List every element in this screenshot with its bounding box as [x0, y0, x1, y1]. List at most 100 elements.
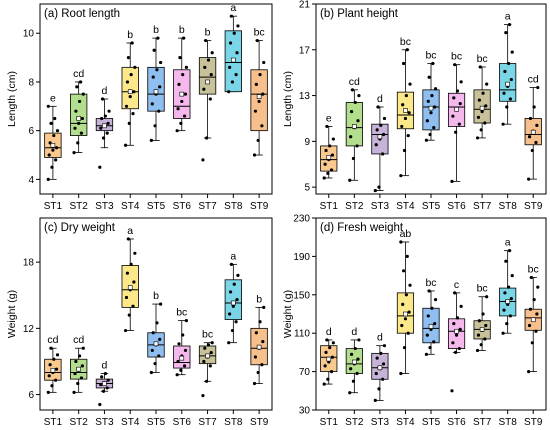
data-point: [253, 355, 258, 359]
data-point: [535, 312, 539, 316]
box-ST3: ST3 d: [95, 360, 114, 428]
box-ST5: ST5 b: [147, 290, 166, 428]
data-point: [510, 50, 514, 54]
x-tick-label: ST8: [498, 417, 517, 428]
mean-marker: [205, 353, 210, 359]
data-point: [158, 85, 162, 89]
significance-letter: cd: [47, 334, 58, 346]
box-ST9: ST9 bc: [524, 264, 543, 428]
data-point: [475, 136, 480, 140]
significance-letter: a: [230, 250, 236, 262]
box-ST2: ST2 d: [345, 326, 364, 428]
significance-letter: b: [127, 29, 133, 41]
data-point: [454, 333, 459, 337]
data-point: [153, 124, 157, 128]
y-tick-label: 12: [23, 324, 35, 335]
mean-marker: [428, 324, 434, 329]
x-tick-label: ST4: [396, 201, 415, 212]
data-point: [408, 82, 412, 86]
mean-marker: [428, 105, 434, 111]
data-point: [477, 98, 481, 102]
data-point: [261, 92, 265, 96]
box-ST2: ST2 cd: [69, 68, 88, 212]
data-point: [425, 119, 429, 123]
data-point: [203, 65, 207, 69]
data-point: [402, 269, 406, 273]
x-tick-label: ST9: [524, 417, 543, 428]
y-tick-label: 18: [23, 258, 35, 269]
data-point: [75, 85, 79, 89]
significance-letter: bc: [477, 53, 488, 65]
data-point: [351, 156, 356, 161]
data-point: [101, 136, 106, 140]
data-point: [51, 148, 55, 152]
iqr-box: [198, 57, 217, 95]
mean-marker: [326, 356, 332, 362]
data-point: [103, 371, 107, 376]
data-point: [534, 140, 538, 145]
significance-letter: d: [102, 360, 108, 372]
data-point: [228, 65, 232, 69]
data-point: [450, 389, 454, 393]
box-ST7: ST7 bc: [473, 283, 492, 428]
data-point: [429, 111, 433, 115]
data-point: [124, 328, 128, 333]
y-axis-label: Weight (g): [6, 290, 18, 338]
box-ST7: ST7 bc: [198, 329, 217, 428]
data-point: [355, 371, 359, 376]
x-tick-label: ST5: [147, 201, 166, 212]
data-point: [124, 143, 128, 147]
box-ST3: ST3 d: [95, 85, 114, 212]
data-point: [106, 378, 110, 382]
box-ST4: ST4 bc: [396, 36, 415, 212]
data-point: [77, 354, 82, 358]
iqr-box: [70, 93, 88, 136]
data-point: [375, 128, 379, 132]
data-point: [510, 274, 514, 278]
y-tick-label: 9: [304, 137, 310, 148]
significance-letter: c: [454, 279, 459, 291]
x-tick-label: ST9: [250, 417, 269, 428]
data-point: [406, 134, 410, 138]
data-point: [532, 105, 536, 109]
data-point: [252, 381, 257, 386]
data-point: [323, 162, 327, 166]
data-point: [536, 285, 540, 289]
data-point: [235, 51, 239, 55]
data-point: [527, 323, 532, 328]
data-point: [453, 63, 457, 67]
iqr-box: [147, 66, 165, 112]
data-point: [457, 122, 461, 126]
data-point: [54, 367, 59, 371]
mean-marker: [102, 381, 107, 386]
x-tick-label: ST7: [473, 201, 492, 212]
data-point: [407, 111, 411, 115]
data-point: [151, 75, 155, 79]
data-point: [235, 298, 239, 302]
data-point: [201, 158, 205, 162]
data-point: [54, 146, 59, 150]
data-point: [182, 364, 187, 368]
panel-title: (a) Root length: [44, 8, 120, 20]
data-point: [262, 305, 266, 309]
data-point: [430, 306, 434, 310]
data-point: [404, 93, 408, 98]
data-point: [55, 353, 60, 357]
data-point: [452, 322, 456, 326]
data-point: [324, 148, 328, 153]
data-point: [355, 144, 359, 148]
mean-marker: [231, 300, 236, 306]
data-point: [262, 60, 266, 65]
data-point: [228, 312, 232, 316]
data-point: [505, 105, 509, 109]
data-point: [132, 90, 136, 94]
data-point: [103, 114, 107, 118]
data-point: [350, 88, 355, 92]
data-point: [257, 99, 261, 104]
box-ST5: ST5 b: [147, 24, 166, 212]
data-point: [101, 389, 106, 393]
significance-letter: a: [127, 225, 133, 237]
data-point: [481, 91, 485, 95]
data-point: [382, 116, 387, 121]
